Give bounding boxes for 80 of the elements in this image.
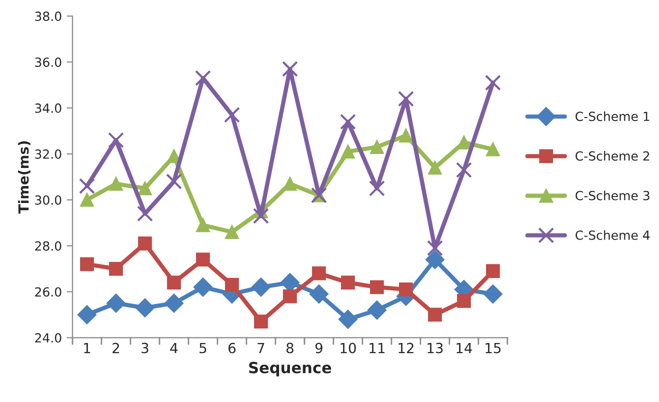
point [109, 176, 123, 191]
point [428, 160, 442, 175]
point [399, 128, 413, 142]
x-tick-label: 11 [370, 342, 384, 354]
y-tick-label: 26.0 [35, 287, 62, 297]
x-tick-label: 7 [258, 342, 264, 354]
point [312, 266, 326, 280]
point [108, 132, 124, 148]
point [368, 180, 385, 196]
point [135, 298, 155, 318]
x-tick-label: 14 [456, 342, 472, 354]
legend-label: C-Scheme 4 [576, 230, 650, 240]
y-tick-label: 30.0 [35, 195, 62, 205]
point [341, 144, 355, 159]
point [370, 280, 384, 294]
point [367, 300, 386, 320]
point [225, 278, 239, 292]
y-axis-title: Time(ms) [18, 141, 30, 214]
point [167, 276, 181, 290]
y-tick-label: 38.0 [35, 12, 62, 22]
point [138, 181, 152, 196]
point [164, 294, 184, 313]
y-tick-label: 36.0 [35, 57, 62, 67]
point [340, 114, 356, 130]
point [426, 240, 443, 256]
point [398, 90, 414, 107]
point [486, 264, 500, 278]
point [341, 276, 355, 290]
x-tick-label: 4 [170, 342, 178, 354]
point [136, 206, 153, 222]
x-tick-label: 1 [84, 342, 90, 354]
point [80, 257, 94, 272]
point [196, 218, 210, 232]
point [196, 252, 210, 267]
point [370, 140, 384, 154]
point [79, 178, 95, 194]
legend-label: C-Scheme 2 [576, 151, 650, 161]
x-tick-label: 8 [286, 342, 294, 354]
point [193, 278, 213, 297]
x-tick-label: 3 [142, 342, 148, 354]
point [456, 162, 472, 178]
x-tick-label: 6 [228, 342, 236, 354]
x-tick-label: 9 [315, 342, 322, 354]
point [484, 74, 501, 91]
point [225, 225, 239, 239]
x-tick-label: 15 [486, 342, 501, 354]
point [338, 310, 358, 329]
y-tick-label: 28.0 [35, 241, 62, 251]
point [254, 314, 268, 329]
point [428, 308, 442, 322]
point [425, 250, 444, 270]
x-tick-label: 13 [428, 342, 443, 354]
y-tick-label: 24.0 [35, 333, 62, 343]
point [77, 305, 97, 324]
point [483, 284, 502, 304]
legend-label: C-Scheme 1 [576, 111, 650, 122]
point [399, 282, 413, 296]
legend-label: C-Scheme 3 [576, 190, 650, 200]
point [456, 294, 471, 308]
point [106, 294, 126, 313]
point [486, 142, 500, 156]
x-tick-label: 10 [340, 342, 356, 354]
x-axis-title: Sequence [249, 362, 332, 376]
point [309, 284, 328, 304]
point [251, 278, 270, 297]
point [109, 262, 123, 276]
y-tick-label: 34.0 [35, 103, 62, 113]
point [283, 289, 297, 304]
point [282, 60, 298, 77]
point [166, 173, 182, 190]
y-tick-label: 32.0 [35, 149, 62, 159]
x-tick-label: 2 [112, 342, 120, 354]
x-tick-label: 12 [398, 342, 414, 354]
point [283, 176, 297, 191]
point [194, 70, 211, 86]
point [252, 208, 269, 224]
point [138, 236, 152, 250]
point [224, 106, 240, 123]
point [80, 192, 94, 207]
x-tick-label: 5 [200, 342, 206, 354]
